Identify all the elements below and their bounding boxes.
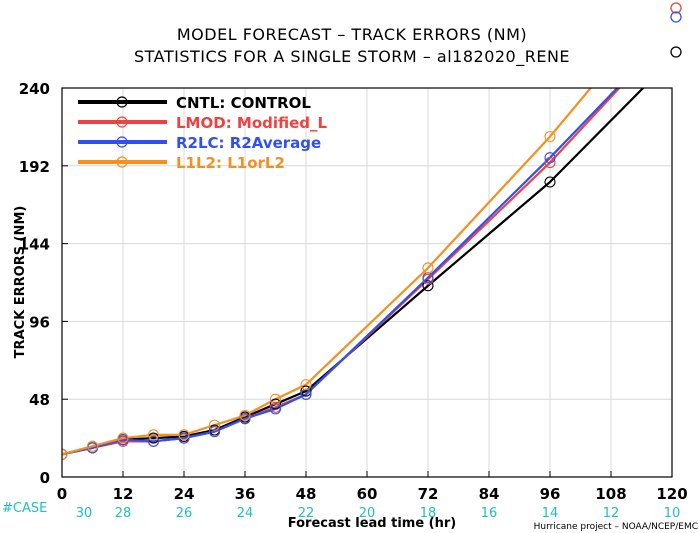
x-tick-labels: 0 12 24 36 48 60 72 84 96 108 120 xyxy=(57,471,688,503)
legend-swatch-marker xyxy=(116,156,128,168)
corner-marker-black xyxy=(670,46,682,58)
data-point xyxy=(269,398,282,410)
data-point xyxy=(269,393,282,405)
y-tick-label: 144 xyxy=(19,236,50,254)
y-axis-label: TRACK ERRORS (NM) xyxy=(13,206,28,359)
case-count-label: 14 xyxy=(542,506,559,521)
y-tick-label: 0 xyxy=(40,469,50,487)
case-prefix: #CASE xyxy=(2,501,47,516)
case-count-label: 16 xyxy=(481,506,498,521)
data-point xyxy=(422,262,434,274)
x-tick-label: 84 xyxy=(479,485,500,503)
x-tick-label: 36 xyxy=(235,485,256,503)
plot-grid xyxy=(62,88,672,477)
data-point xyxy=(422,280,434,292)
case-count-label: 30 xyxy=(76,506,93,521)
case-count-label: 28 xyxy=(115,506,132,521)
case-count-label: 22 xyxy=(298,506,315,521)
data-point xyxy=(544,176,556,188)
data-point xyxy=(239,409,251,421)
case-count-row: #CASE 30 28 26 24 22 20 18 16 14 12 10 xyxy=(2,501,680,521)
case-count-label: 10 xyxy=(664,506,681,521)
x-tick-label: 24 xyxy=(174,485,195,503)
x-tick-label: 108 xyxy=(595,485,626,503)
data-point xyxy=(544,152,556,164)
case-count-label: 26 xyxy=(176,506,193,521)
data-point xyxy=(300,385,312,397)
legend-entry-label: L1L2: L1orL2 xyxy=(176,154,285,172)
legend-entry-label: LMOD: Modified_L xyxy=(176,114,328,132)
y-tick-label: 48 xyxy=(29,391,50,409)
case-count-label: 20 xyxy=(359,506,376,521)
x-tick-label: 120 xyxy=(656,485,687,503)
legend-entry-label: R2LC: R2Average xyxy=(176,134,321,152)
x-tick-label: 12 xyxy=(113,485,134,503)
x-tick-label: 60 xyxy=(357,485,378,503)
data-point xyxy=(239,413,251,425)
x-tick-label: 72 xyxy=(418,485,439,503)
data-point xyxy=(147,432,160,444)
case-count-label: 18 xyxy=(420,506,437,521)
data-point xyxy=(544,131,556,143)
data-point xyxy=(62,448,68,460)
chart-title-line2: STATISTICS FOR A SINGLE STORM – al182020… xyxy=(134,47,570,67)
credit-text: Hurricane project – NOAA/NCEP/EMC xyxy=(534,522,698,532)
legend-swatch-marker xyxy=(116,136,128,148)
data-point xyxy=(147,435,160,447)
data-point xyxy=(544,157,556,169)
x-axis-label: Forecast lead time (hr) xyxy=(288,516,456,531)
case-count-label: 12 xyxy=(603,506,620,521)
x-tick-label: 0 xyxy=(57,485,67,503)
case-count-label: 24 xyxy=(237,506,254,521)
y-tick-label: 96 xyxy=(29,313,50,331)
x-tick-label: 48 xyxy=(296,485,317,503)
y-tick-labels: 0 48 96 144 192 240 xyxy=(19,80,68,487)
chart-title-line1: MODEL FORECAST – TRACK ERRORS (NM) xyxy=(177,25,527,44)
data-point xyxy=(147,429,160,441)
data-point xyxy=(86,440,99,452)
y-tick-label: 240 xyxy=(19,80,50,98)
data-point xyxy=(117,432,129,444)
data-point xyxy=(208,419,221,431)
legend-swatch-marker xyxy=(116,116,128,128)
corner-marker-blue xyxy=(670,11,682,23)
data-point xyxy=(208,426,221,438)
data-point xyxy=(178,432,190,444)
series-layer xyxy=(62,88,645,460)
data-point xyxy=(178,429,190,441)
x-tick-label: 96 xyxy=(540,485,561,503)
corner-marker-red xyxy=(670,2,682,14)
data-point xyxy=(300,379,312,391)
legend-entry-label: CNTL: CONTROL xyxy=(176,94,311,112)
legend-swatch-marker xyxy=(116,96,128,108)
y-tick-label: 192 xyxy=(19,158,50,176)
legend: CNTL: CONTROL LMOD: Modified_L R2LC: R2Ave… xyxy=(78,94,328,172)
